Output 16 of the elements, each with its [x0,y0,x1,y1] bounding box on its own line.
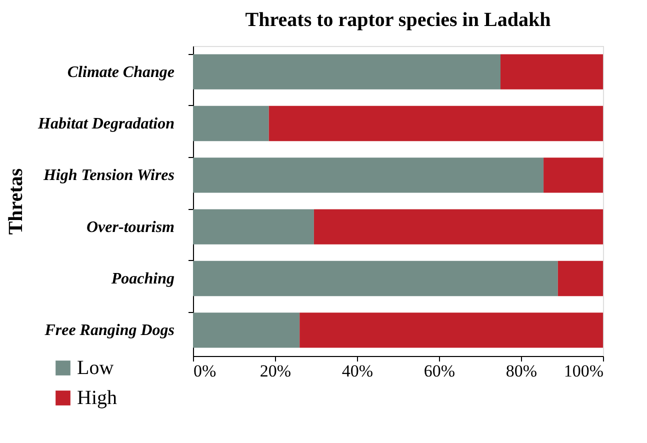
legend-label: High [77,387,117,409]
x-tick-label: 0% [194,362,216,380]
y-tick-label: Over-tourism [86,218,174,236]
y-axis-title: Thretas [5,168,28,235]
y-tick-label: Climate Change [67,64,174,81]
y-tick-label: Habitat Degradation [37,116,175,132]
x-tick-label: 40% [342,362,374,380]
x-tick-label: 60% [424,362,456,380]
y-tick-label: High Tension Wires [42,167,174,184]
x-tick-label: 100% [564,362,604,380]
y-tick-label: Free Ranging Dogs [44,322,174,340]
y-tick-label: Poaching [110,270,174,288]
x-tick-label: 20% [260,362,292,380]
chart-title: Threats to raptor species in Ladakh [245,9,551,31]
x-tick-label: 80% [506,362,538,380]
legend-label: Low [77,357,114,379]
